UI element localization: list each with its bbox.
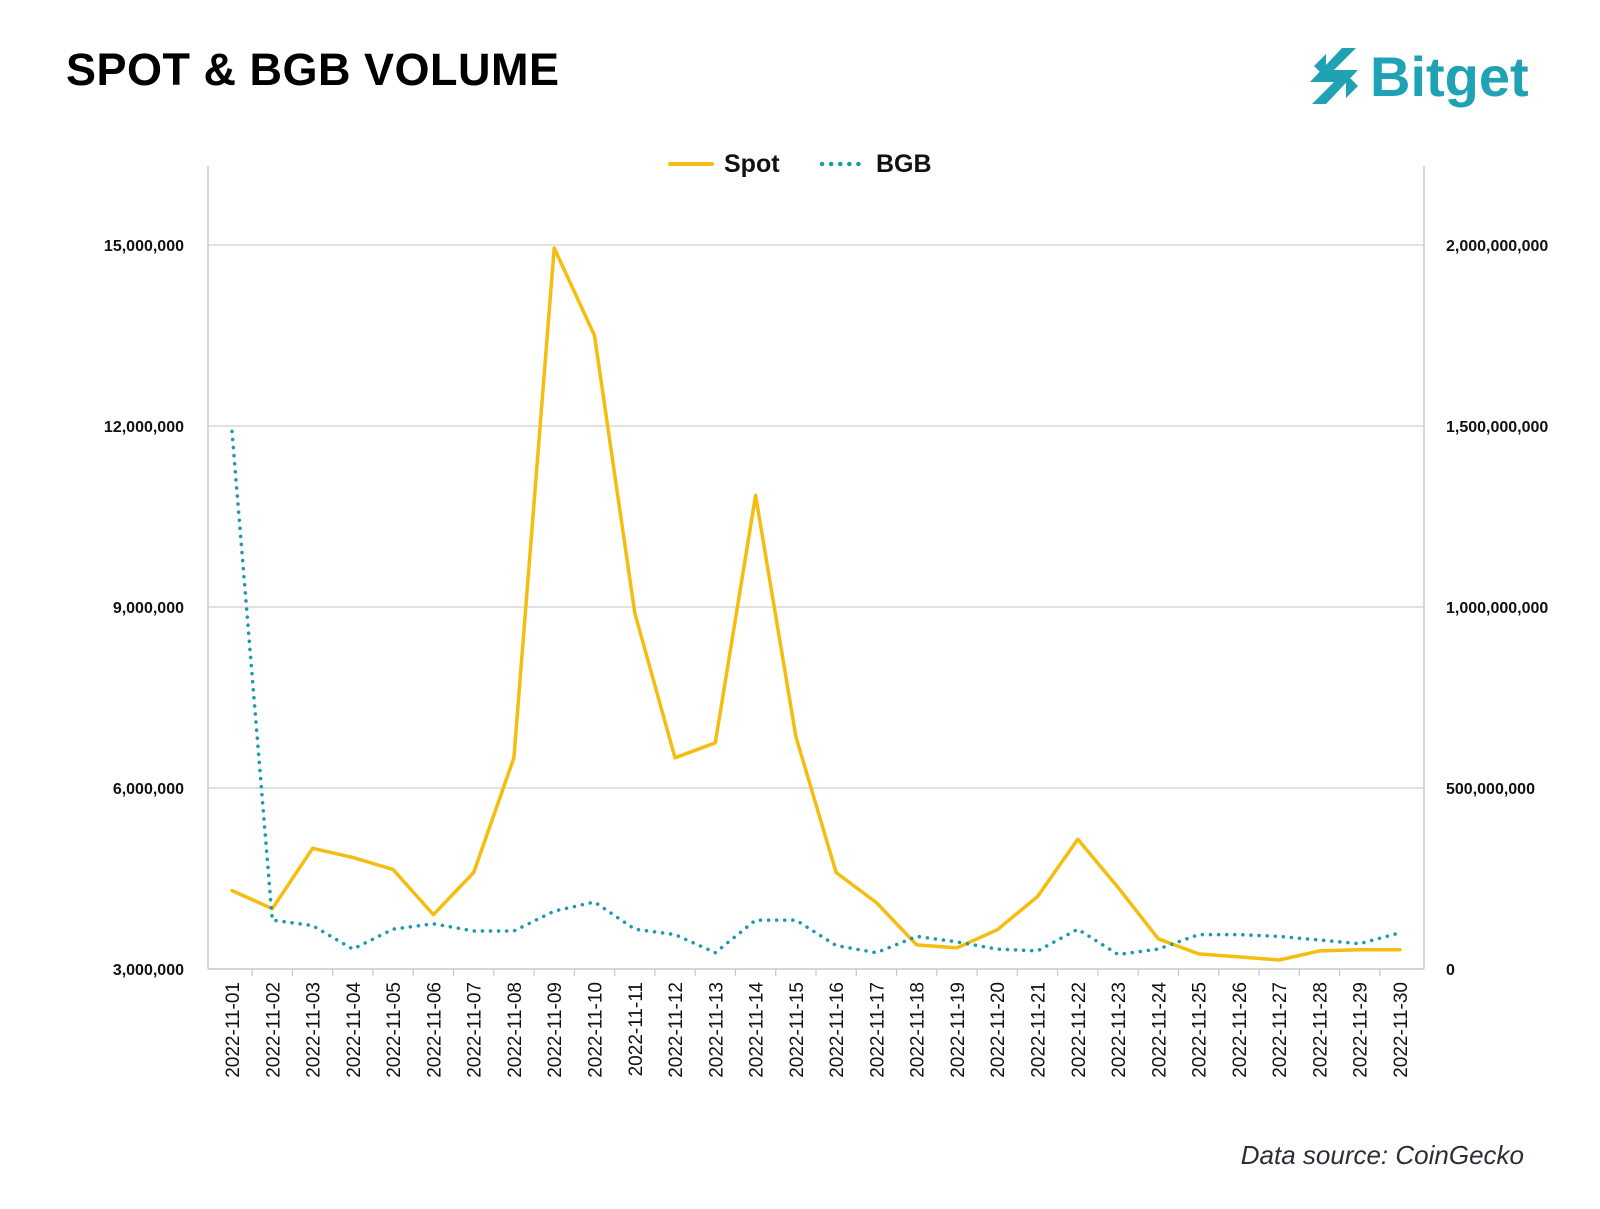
x-tick-label: 2022-11-04 [344,982,365,1078]
grid-lines [208,244,1424,789]
x-tick-label: 2022-11-22 [1069,982,1090,1078]
page-title: SPOT & BGB VOLUME [66,44,560,95]
x-tick-label: 2022-11-01 [223,982,244,1078]
data-source-note: Data source: CoinGecko [1240,1140,1524,1170]
x-tick-label: 2022-11-12 [666,982,687,1078]
x-tick-label: 2022-11-25 [1190,982,1211,1078]
series-line-spot [230,246,1402,962]
x-tick-label: 2022-11-11 [626,982,647,1076]
bitget-arrows-icon [1310,48,1358,104]
y-right-tick-label: 2,000,000,000 [1446,238,1548,255]
x-tick-label: 2022-11-28 [1310,982,1331,1078]
x-tick-label: 2022-11-26 [1230,982,1251,1078]
x-tick-label: 2022-11-05 [384,982,405,1078]
x-tick-label: 2022-11-16 [827,982,848,1078]
x-tick-label: 2022-11-19 [948,982,969,1078]
x-tick-label: 2022-11-14 [747,982,768,1078]
x-tick-label: 2022-11-24 [1149,982,1170,1078]
legend: Spot BGB [668,150,932,178]
x-tick-label: 2022-11-13 [706,982,727,1078]
y-left-tick-label: 12,000,000 [104,419,184,436]
x-tick-label: 2022-11-17 [867,982,888,1078]
x-tick-label: 2022-11-08 [505,982,526,1078]
x-tick-label: 2022-11-02 [263,982,284,1078]
legend-label-bgb: BGB [876,150,932,178]
y-right-tick-label: 1,500,000,000 [1446,419,1548,436]
x-tick-label: 2022-11-21 [1029,982,1050,1078]
y-left-tick-label: 3,000,000 [113,962,184,979]
y-right-tick-label: 0 [1446,962,1455,979]
x-tick-label: 2022-11-20 [988,982,1009,1078]
x-tick-label: 2022-11-23 [1109,982,1130,1078]
y-left-tick-label: 9,000,000 [113,600,184,617]
series-line-bgb [230,429,1402,957]
x-tick-label: 2022-11-03 [304,982,325,1078]
y-left-tick-label: 15,000,000 [104,238,184,255]
brand-logo: Bitget [1306,46,1529,108]
x-tick-label: 2022-11-18 [908,982,929,1078]
y-left-tick-label: 6,000,000 [113,781,184,798]
x-tick-label: 2022-11-10 [585,982,606,1078]
x-tick-label: 2022-11-09 [545,982,566,1078]
y-right-tick-label: 500,000,000 [1446,781,1535,798]
x-tick-label: 2022-11-07 [465,982,486,1078]
axes: 3,000,000 6,000,000 9,000,000 12,000,000 15,… [104,166,1548,1078]
x-tick-label: 2022-11-06 [424,982,445,1078]
legend-label-spot: Spot [724,150,780,178]
x-tick-label: 2022-11-30 [1391,982,1412,1078]
brand-name: Bitget [1370,45,1529,108]
x-tick-label: 2022-11-29 [1351,982,1372,1078]
x-tick-label: 2022-11-27 [1270,982,1291,1078]
x-tick-label: 2022-11-15 [787,982,808,1078]
series-lines [230,246,1402,962]
y-right-tick-label: 1,000,000,000 [1446,600,1548,617]
